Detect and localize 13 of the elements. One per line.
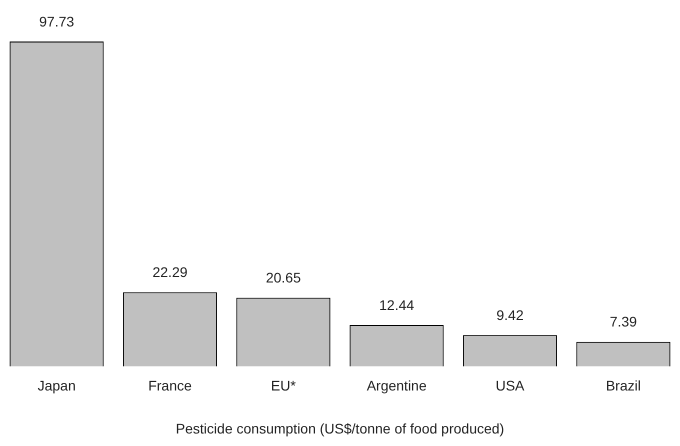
x-tick-label: EU* xyxy=(270,378,296,394)
data-label: 22.29 xyxy=(152,264,188,280)
data-label: 20.65 xyxy=(266,270,302,286)
data-label: 9.42 xyxy=(496,306,524,323)
data-label: 7.39 xyxy=(610,314,638,330)
x-tick-label: Argentine xyxy=(366,378,427,394)
data-label: 97.73 xyxy=(39,13,74,30)
x-tick-label: Japan xyxy=(38,378,76,394)
x-tick-label: Brazil xyxy=(606,378,641,394)
x-tick-label: USA xyxy=(496,378,526,394)
x-axis-title: Pesticide consumption (US$/tonne of food produced) xyxy=(176,420,504,436)
data-label: 12.44 xyxy=(379,296,414,313)
x-tick-label: France xyxy=(148,378,192,394)
